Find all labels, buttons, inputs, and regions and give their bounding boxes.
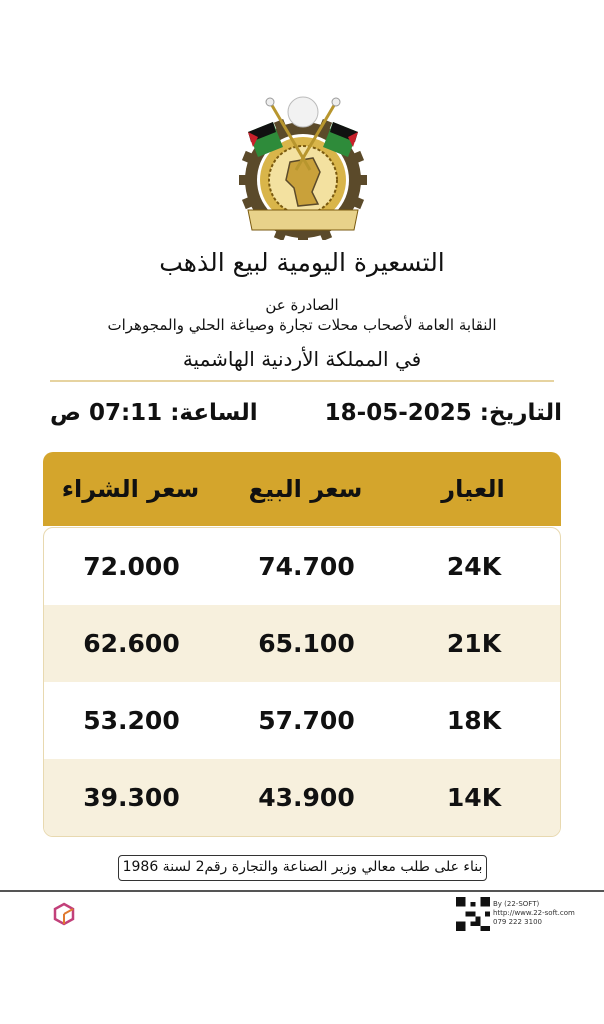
ministry-note: بناء على طلب معالي وزير الصناعة والتجارة…: [118, 855, 487, 881]
date-value: 18-05-2025: [324, 400, 472, 426]
karat-cell: 24K: [446, 552, 502, 581]
organization-name: النقابة العامة لأصحاب محلات تجارة وصياغة…: [107, 316, 497, 334]
page-title: التسعيرة اليومية لبيع الذهب: [159, 248, 445, 277]
sell-price-cell: 65.100: [258, 629, 355, 658]
sell-price-cell: 43.900: [258, 783, 355, 812]
issued-by-label: الصادرة عن: [265, 296, 339, 314]
footer-divider: [0, 890, 604, 892]
column-header-buy: سعر الشراء: [61, 475, 200, 503]
time-label: الساعة:: [170, 400, 258, 426]
gear-tooth: [239, 175, 251, 185]
syndicate-logo: [239, 96, 367, 240]
buy-price-cell: 39.300: [83, 783, 180, 812]
sell-price-cell: 57.700: [258, 706, 355, 735]
gear-tooth: [355, 175, 367, 185]
buy-price-cell: 72.000: [83, 552, 180, 581]
date-label: التاريخ:: [479, 400, 562, 426]
developer-credits: By (22-SOFT) http://www.22-soft.com 079 …: [493, 900, 575, 927]
gear-tooth: [241, 195, 257, 210]
time-value: 07:11 ص: [50, 400, 163, 426]
table-row: 21K 65.100 62.600: [44, 605, 560, 682]
credits-phone: 079 222 3100: [493, 918, 542, 926]
table-row: 18K 57.700 53.200: [44, 682, 560, 759]
gear-tooth: [349, 150, 365, 165]
karat-cell: 14K: [446, 783, 502, 812]
credits-by: By (22-SOFT): [493, 900, 540, 908]
time-display: الساعة: 07:11 ص: [50, 400, 258, 426]
price-table: العيار سعر البيع سعر الشراء 24K 74.700 7…: [43, 452, 561, 837]
table-row: 24K 74.700 72.000: [44, 528, 560, 605]
gear-tooth: [273, 118, 288, 134]
brand-cube-logo: [53, 902, 75, 926]
qr-code[interactable]: [456, 897, 490, 931]
divider: [50, 380, 554, 382]
country-name: في المملكة الأردنية الهاشمية: [182, 347, 422, 371]
column-header-karat: العيار: [441, 475, 505, 503]
gear-tooth: [318, 118, 333, 134]
table-header: العيار سعر البيع سعر الشراء: [43, 452, 561, 526]
date-display: التاريخ: 18-05-2025: [325, 400, 562, 426]
gear-tooth: [349, 195, 365, 210]
sell-price-cell: 74.700: [258, 552, 355, 581]
gear-tooth: [241, 150, 257, 165]
buy-price-cell: 53.200: [83, 706, 180, 735]
karat-cell: 18K: [446, 706, 502, 735]
table-row: 14K 43.900 39.300: [44, 759, 560, 836]
karat-cell: 21K: [446, 629, 502, 658]
column-header-sell: سعر البيع: [248, 475, 363, 503]
buy-price-cell: 62.600: [83, 629, 180, 658]
gear-tooth: [298, 232, 308, 240]
credits-url[interactable]: http://www.22-soft.com: [493, 909, 575, 917]
